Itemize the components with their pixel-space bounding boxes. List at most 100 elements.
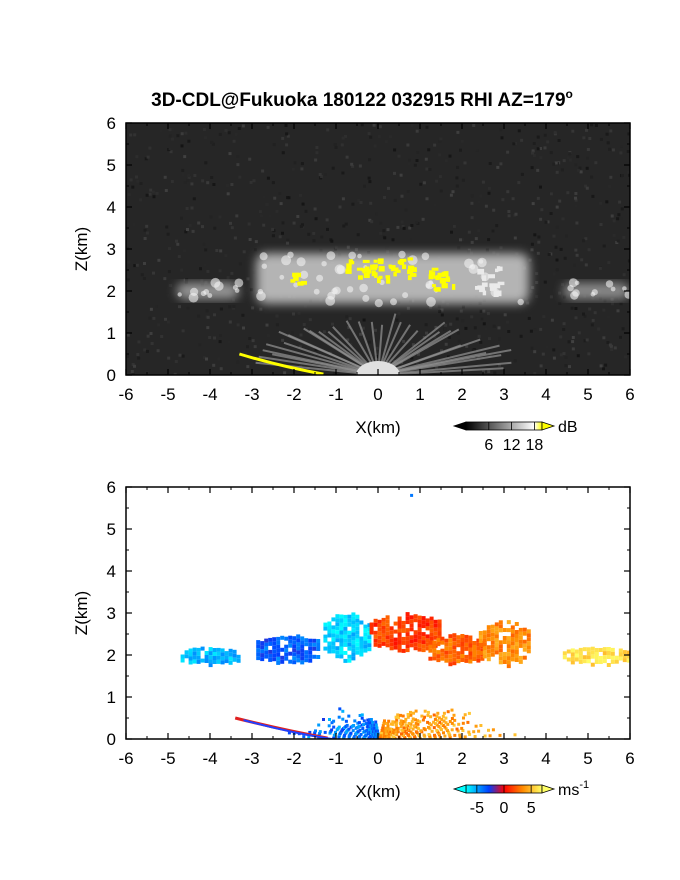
- velocity-pixel: [276, 660, 281, 665]
- noise-speckle: [386, 250, 390, 254]
- noise-speckle: [457, 331, 460, 335]
- high-intensity-pixel: [370, 264, 378, 270]
- velocity-pixel: [468, 647, 473, 652]
- velocity-pixel: [339, 646, 344, 651]
- velocity-pixel: [598, 648, 603, 652]
- velocity-pixel: [343, 618, 348, 623]
- velocity-pixel: [456, 639, 461, 644]
- noise-speckle: [275, 209, 279, 213]
- noise-speckle: [238, 262, 242, 266]
- velocity-pixel: [369, 626, 374, 631]
- velocity-pixel: [448, 650, 453, 655]
- noise-speckle: [183, 181, 187, 185]
- velocity-pixel: [397, 620, 402, 625]
- noise-speckle: [602, 244, 606, 248]
- noise-speckle: [587, 248, 591, 252]
- noise-speckle: [475, 148, 479, 152]
- velocity-pixel: [421, 620, 426, 625]
- ground-fan-pixel: [487, 728, 490, 732]
- noise-speckle: [168, 128, 172, 132]
- noise-speckle: [620, 207, 624, 211]
- velocity-pixel: [518, 639, 523, 644]
- ground-fan-pixel: [456, 729, 460, 733]
- noise-speckle: [206, 326, 210, 330]
- ground-fan-pixel: [434, 722, 437, 726]
- noise-speckle: [477, 229, 481, 233]
- ground-fan-pixel: [356, 721, 360, 725]
- noise-speckle: [281, 151, 285, 155]
- velocity-pixel: [514, 654, 519, 658]
- velocity-pixel: [482, 630, 487, 635]
- noise-speckle: [170, 195, 174, 199]
- velocity-pixel: [347, 622, 352, 627]
- velocity-pixel: [409, 635, 414, 640]
- echo-texture: [357, 253, 362, 259]
- noise-speckle: [415, 220, 419, 224]
- velocity-pixel: [359, 652, 364, 657]
- velocity-colorbar-arrow-high: [541, 784, 556, 794]
- noise-speckle: [503, 313, 507, 317]
- noise-speckle: [154, 305, 158, 308]
- velocity-pixel: [192, 659, 197, 664]
- ground-fan-pixel: [468, 732, 472, 736]
- x-tick-label: 0: [373, 385, 382, 404]
- noise-speckle: [550, 318, 554, 322]
- noise-speckle: [539, 217, 543, 221]
- noise-speckle: [399, 173, 403, 177]
- velocity-pixel: [425, 638, 430, 643]
- velocity-pixel: [228, 656, 233, 661]
- velocity-pixel: [355, 618, 360, 623]
- noise-speckle: [152, 271, 155, 275]
- noise-speckle: [567, 340, 571, 344]
- velocity-pixel: [413, 618, 418, 623]
- noise-speckle: [218, 132, 222, 136]
- noise-speckle: [543, 280, 547, 284]
- velocity-pixel: [610, 647, 615, 652]
- echo-texture: [362, 294, 370, 302]
- ground-fan-pixel: [409, 713, 413, 717]
- ground-fan-pixel: [432, 713, 436, 717]
- noise-speckle: [204, 280, 208, 284]
- noise-speckle: [266, 334, 270, 338]
- noise-speckle: [351, 164, 355, 168]
- velocity-pixel: [460, 642, 465, 646]
- noise-speckle: [242, 326, 245, 330]
- noise-speckle: [230, 183, 234, 186]
- velocity-pixel: [343, 634, 348, 639]
- high-intensity-pixel: [488, 274, 495, 279]
- noise-speckle: [433, 203, 437, 207]
- ground-fan-pixel: [404, 723, 408, 727]
- velocity-pixel: [367, 623, 372, 628]
- velocity-pixel: [389, 630, 394, 635]
- ground-fan-pixel: [463, 735, 467, 739]
- noise-speckle: [526, 301, 530, 305]
- ground-fan-pixel: [400, 722, 404, 726]
- velocity-pixel: [405, 640, 410, 645]
- noise-speckle: [606, 341, 610, 344]
- velocity-pixel: [409, 615, 414, 620]
- x-tick-label: 1: [415, 385, 424, 404]
- noise-speckle: [243, 351, 247, 355]
- noise-speckle: [148, 146, 152, 150]
- noise-speckle: [232, 298, 236, 302]
- velocity-pixel: [448, 654, 453, 659]
- velocity-colorbar-unit: ms-1: [558, 779, 589, 799]
- noise-speckle: [287, 196, 291, 200]
- noise-speckle: [562, 322, 566, 326]
- velocity-pixel: [522, 627, 527, 632]
- noise-speckle: [461, 305, 465, 309]
- velocity-pixel: [506, 640, 511, 645]
- velocity-pixel: [280, 635, 285, 640]
- velocity-pixel: [522, 639, 527, 644]
- velocity-pixel: [518, 643, 523, 648]
- velocity-pixel: [339, 650, 344, 655]
- ground-fan-pixel: [466, 720, 470, 724]
- noise-speckle: [603, 299, 607, 303]
- noise-speckle: [291, 167, 295, 171]
- noise-speckle: [306, 340, 310, 344]
- ground-fan-pixel: [337, 715, 341, 719]
- echo-texture: [256, 291, 266, 301]
- velocity-pixel: [490, 648, 495, 653]
- velocity-pixel: [436, 638, 441, 643]
- velocity-pixel: [618, 652, 623, 657]
